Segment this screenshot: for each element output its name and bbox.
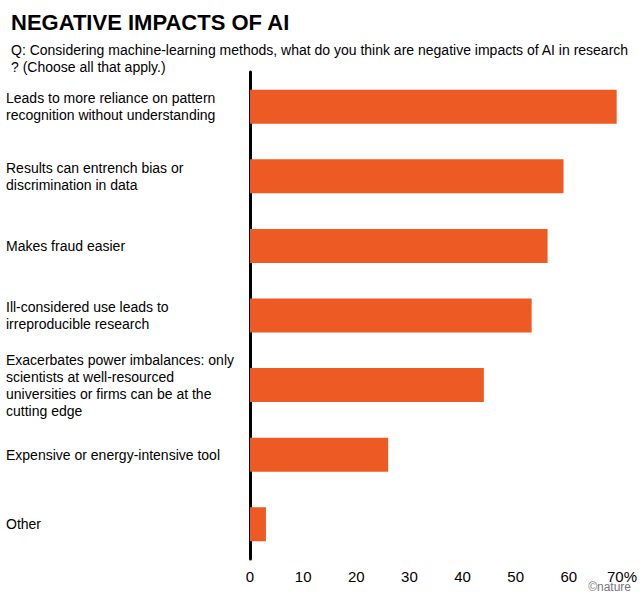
svg-text:10: 10: [295, 568, 312, 585]
svg-text:NEGATIVE IMPACTS OF AI: NEGATIVE IMPACTS OF AI: [11, 10, 289, 35]
svg-text:Results can entrench bias or: Results can entrench bias or: [6, 160, 187, 176]
svg-text:irreproducible research: irreproducible research: [6, 316, 149, 332]
svg-text:scientists at well-resourced: scientists at well-resourced: [6, 369, 178, 385]
svg-text:20: 20: [348, 568, 365, 585]
svg-text:©nature: ©nature: [588, 580, 631, 594]
svg-text:Makes fraud easier: Makes fraud easier: [6, 238, 125, 254]
svg-text:? (Choose all that apply.): ? (Choose all that apply.): [11, 59, 166, 75]
svg-text:cutting edge: cutting edge: [6, 403, 82, 419]
svg-text:Q: Considering machine-learnin: Q: Considering machine-learning methods,…: [11, 42, 628, 58]
svg-text:60: 60: [561, 568, 578, 585]
svg-text:recognition without understand: recognition without understanding: [6, 107, 215, 123]
svg-text:Expensive or energy-intensive: Expensive or energy-intensive tool: [6, 447, 220, 463]
svg-text:40: 40: [454, 568, 471, 585]
svg-text:Leads to more reliance on patt: Leads to more reliance on pattern: [6, 90, 219, 106]
svg-text:Exacerbates power imbalances:: Exacerbates power imbalances: only: [6, 352, 238, 368]
svg-text:discrimination in data: discrimination in data: [6, 177, 138, 193]
svg-text:Ill-considered use leads to: Ill-considered use leads to: [6, 299, 173, 315]
svg-text:Other: Other: [6, 516, 41, 532]
svg-text:universities or firms can be a: universities or firms can be at the: [6, 386, 215, 402]
svg-text:50: 50: [507, 568, 524, 585]
svg-text:0: 0: [246, 568, 254, 585]
svg-text:70%: 70%: [607, 568, 637, 585]
svg-text:30: 30: [401, 568, 418, 585]
